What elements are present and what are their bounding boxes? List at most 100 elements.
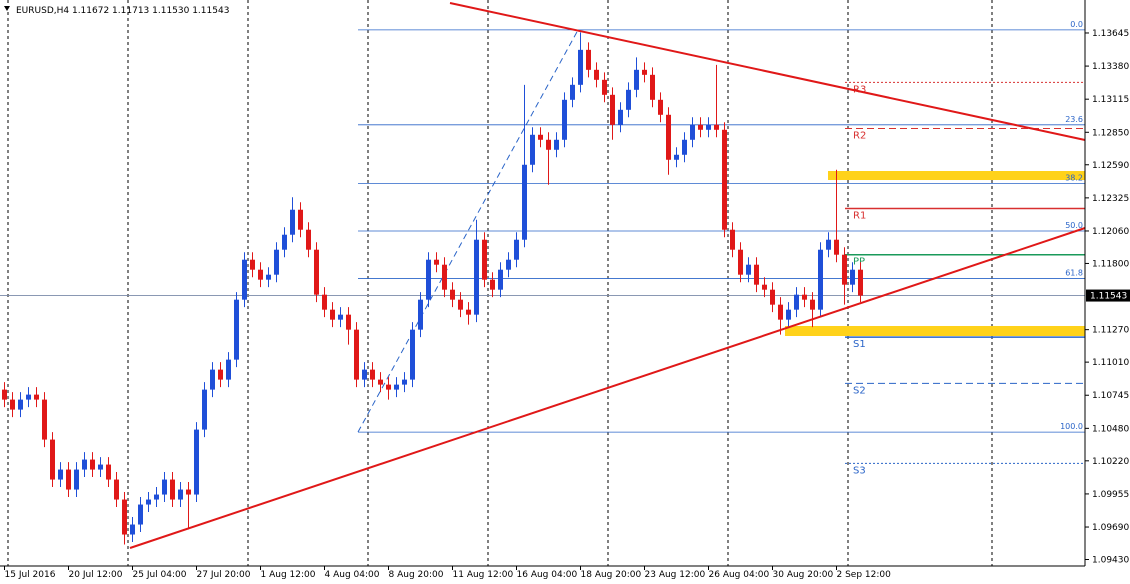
x-tick-label: 20 Jul 12:00 [69, 570, 123, 580]
candle-body [802, 294, 807, 300]
candle-body [18, 399, 23, 410]
candle-body [346, 314, 351, 330]
y-tick-label: 1.10480 [1092, 424, 1129, 434]
candle-body [482, 239, 487, 280]
candle-body [674, 154, 679, 160]
candle-body [114, 479, 119, 500]
candle-body [338, 314, 343, 320]
candle-body [186, 489, 191, 495]
candle-body [826, 239, 831, 250]
candle-body [146, 499, 151, 505]
candle-body [786, 309, 791, 320]
candle-body [594, 69, 599, 80]
candle-body [170, 479, 175, 500]
candle-body [386, 384, 391, 390]
candle-body [154, 494, 159, 500]
candle-body [122, 499, 127, 535]
candle-body [546, 139, 551, 150]
candle-body [330, 309, 335, 320]
candle-body [282, 234, 287, 250]
y-tick-label: 1.10745 [1092, 391, 1129, 401]
candle-body [290, 209, 295, 235]
candle-body [738, 249, 743, 275]
x-tick-label: 25 Jul 04:00 [133, 570, 187, 580]
y-tick-label: 1.13115 [1092, 95, 1129, 105]
candle-body [682, 139, 687, 155]
y-tick-label: 1.09690 [1092, 523, 1129, 533]
pivot-label: PP [853, 257, 865, 268]
y-tick-label: 1.13645 [1092, 29, 1129, 39]
current-price-box [1086, 289, 1130, 302]
support-zone [785, 326, 1085, 336]
candle-body [58, 469, 63, 480]
candle-body [138, 504, 143, 525]
candle-body [394, 384, 399, 390]
candle-body [498, 269, 503, 290]
candle-body [202, 389, 207, 430]
candle-body [650, 74, 655, 100]
candle-body [34, 394, 39, 400]
y-tick-label: 1.10220 [1092, 457, 1129, 467]
candle-body [66, 469, 71, 490]
candle-body [218, 369, 223, 380]
candle-body [322, 294, 327, 310]
candle-body [410, 329, 415, 380]
candle-body [98, 464, 103, 470]
candle-body [426, 259, 431, 300]
candle-body [850, 269, 855, 285]
candle-body [298, 209, 303, 230]
candle-body [354, 329, 359, 380]
y-tick-label: 1.12590 [1092, 161, 1129, 171]
candle-body [42, 399, 47, 440]
candle-body [82, 459, 87, 470]
candle-body [746, 264, 751, 275]
candle-body [514, 239, 519, 260]
pivot-label: S2 [853, 385, 866, 396]
candle-body [162, 479, 167, 495]
candle-body [642, 69, 647, 75]
y-tick-label: 1.09955 [1092, 490, 1129, 500]
candle-body [210, 369, 215, 390]
candle-body [130, 524, 135, 535]
candle-body [610, 94, 615, 125]
y-tick-label: 1.12850 [1092, 128, 1129, 138]
candle-body [730, 229, 735, 250]
candle-body [666, 114, 671, 160]
candle-body [562, 99, 567, 140]
candle-body [362, 369, 367, 380]
pivot-label: R1 [853, 210, 866, 221]
x-tick-label: 4 Aug 04:00 [325, 570, 380, 580]
y-tick-label: 1.09430 [1092, 556, 1129, 566]
candle-body [522, 164, 527, 240]
candle-body [714, 124, 719, 130]
support-trendline [129, 227, 1086, 549]
menu-arrow[interactable] [4, 6, 10, 11]
candle-body [250, 259, 255, 270]
x-tick-label: 27 Jul 20:00 [197, 570, 251, 580]
candle-body [450, 289, 455, 300]
y-tick-label: 1.11270 [1092, 326, 1129, 336]
chart-title: EURUSD,H4 1.11672 1.11713 1.11530 1.1154… [16, 6, 229, 16]
candle-body [418, 299, 423, 330]
candle-body [242, 259, 247, 300]
candle-body [754, 264, 759, 285]
pivot-label: S1 [853, 339, 866, 350]
plot: 0.0 23.6 38.2 50.0 61.8 100.0 R3 R2 R1 PP S1 S2 S3 [0, 20, 1085, 545]
y-tick-label: 1.11800 [1092, 259, 1129, 269]
candle-body [442, 264, 447, 290]
candle-body [194, 429, 199, 495]
resistance-zone [828, 171, 1085, 180]
pivot-label: R3 [853, 84, 866, 95]
x-tick-label: 2 Sep 12:00 [837, 570, 892, 580]
candle-body [818, 249, 823, 310]
y-tick-label: 1.13380 [1092, 62, 1129, 72]
candle-body [274, 249, 279, 275]
candle-body [306, 229, 311, 250]
candle-body [370, 369, 375, 380]
trend-lines [129, 2, 1086, 549]
candle-body [602, 79, 607, 95]
x-tick-label: 26 Aug 04:00 [709, 570, 770, 580]
candle-body [530, 134, 535, 165]
